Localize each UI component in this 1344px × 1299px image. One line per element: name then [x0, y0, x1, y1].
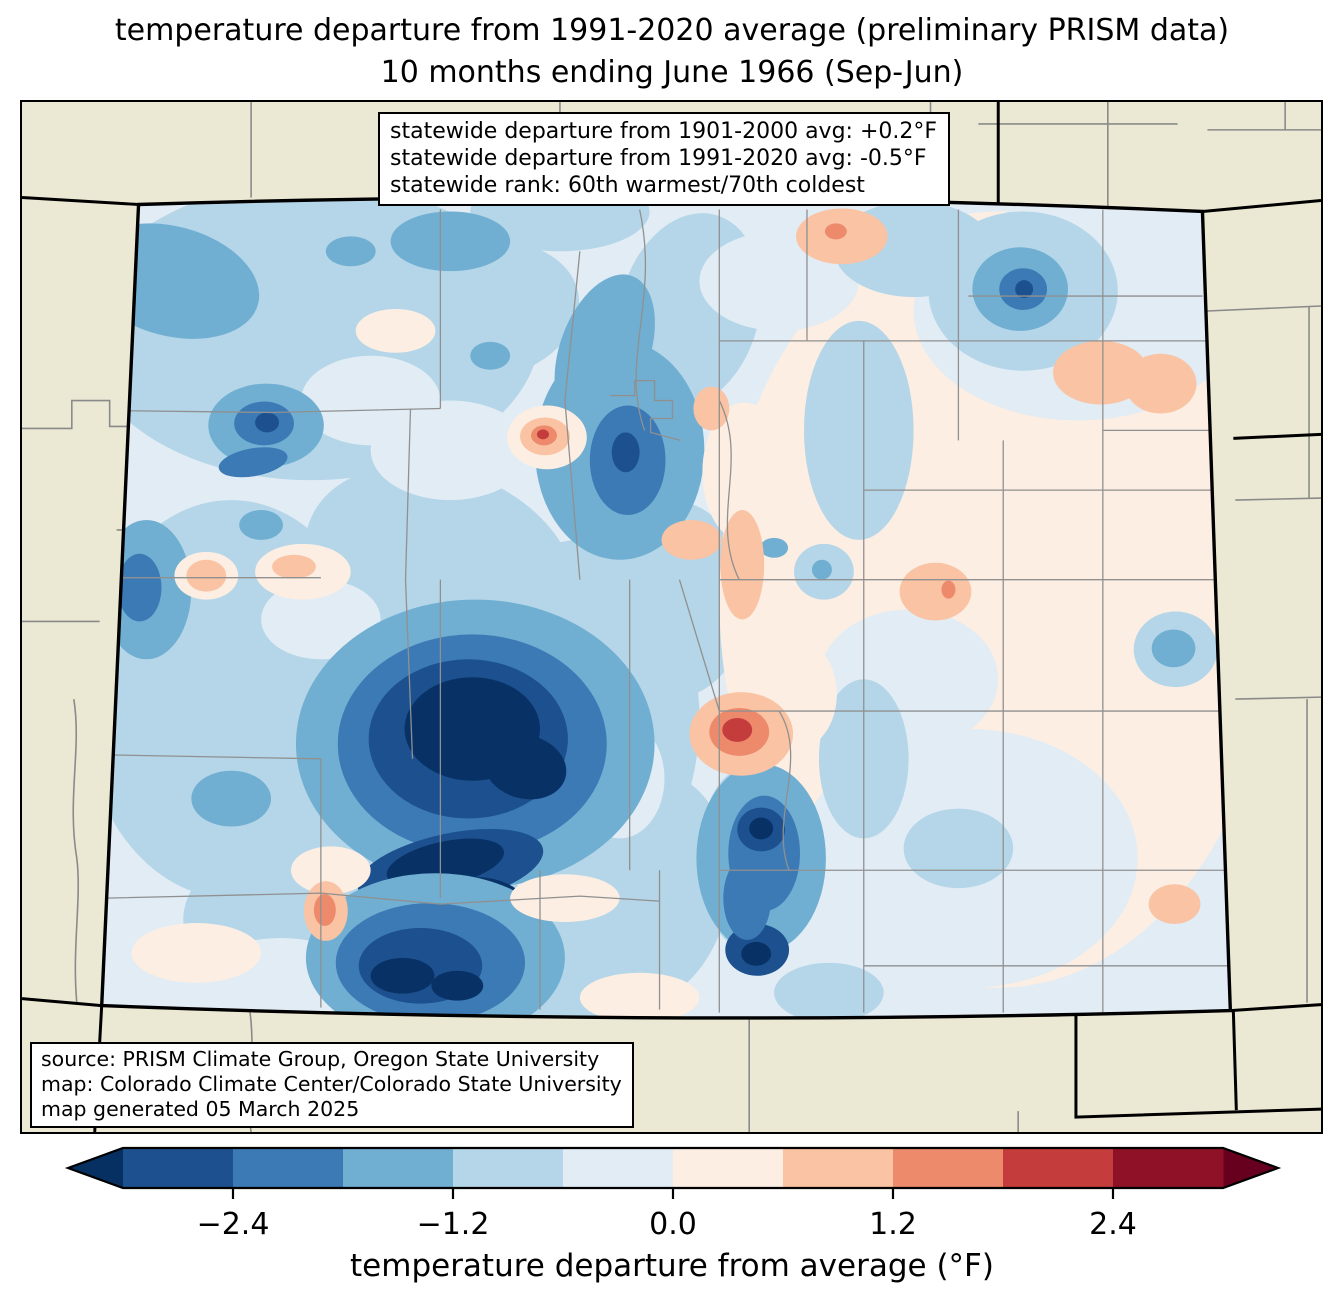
title-line-1: temperature departure from 1991-2020 ave… [114, 13, 1230, 48]
contour-blob [117, 553, 162, 622]
contour-blob [899, 562, 972, 621]
stats-line-1: statewide departure from 1901-2000 avg: … [390, 119, 938, 144]
contour-blob [510, 874, 620, 923]
colorbar-segment [673, 1148, 784, 1188]
neighbor-state-borders [22, 102, 1321, 1132]
colorbar-tick-label: 0.0 [649, 1207, 697, 1242]
colorbar-segment [123, 1148, 234, 1188]
colorbar-segment [343, 1148, 454, 1188]
contour-blob [483, 734, 567, 800]
contour-blob [355, 308, 436, 353]
contour-blob [693, 386, 730, 431]
map-frame [20, 100, 1323, 1134]
contour-blob [1151, 629, 1196, 668]
contour-blob [272, 554, 316, 579]
colorado-county-lines [103, 209, 1228, 1013]
contour-blob [1015, 280, 1034, 299]
contour-blob [537, 429, 549, 440]
colorbar-segment [893, 1148, 1004, 1188]
colorbar-segment [563, 1148, 674, 1188]
contour-blob [1124, 353, 1197, 414]
colorbar-tick-label: 2.4 [1089, 1207, 1137, 1242]
contour-blob [722, 718, 753, 742]
contour-blob [741, 941, 772, 966]
contour-field [101, 197, 1231, 1018]
contour-blob [470, 197, 650, 252]
contour-blob [186, 559, 227, 592]
contour-blob [941, 580, 956, 599]
stats-line-2: statewide departure from 1991-2020 avg: … [390, 146, 927, 171]
colorbar-segment [233, 1148, 344, 1188]
contour-blob [131, 923, 262, 983]
colorbar-under-arrow [68, 1148, 123, 1188]
contour-blob [313, 894, 336, 926]
contour-blob [290, 846, 371, 895]
colorbar-outline [64, 1146, 1282, 1190]
temperature-anomaly-blobs [101, 197, 1231, 1018]
colorbar-segment [1113, 1148, 1224, 1188]
contour-blob [325, 236, 376, 267]
contour-blob [824, 223, 847, 240]
title-line-2: 10 months ending June 1966 (Sep-Jun) [380, 55, 964, 90]
contour-blob [218, 447, 288, 478]
source-line-2: map: Colorado Climate Center/Colorado St… [41, 1072, 622, 1096]
contour-blob [579, 972, 700, 1018]
contour-blob [903, 808, 1014, 889]
colorbar-segment [783, 1148, 894, 1188]
contour-blob [749, 817, 774, 840]
contour-blob [390, 211, 511, 272]
source-box: source: PRISM Climate Group, Oregon Stat… [30, 1042, 634, 1128]
contour-blob [811, 559, 832, 580]
contour-blob [803, 320, 914, 540]
source-line-1: source: PRISM Climate Group, Oregon Stat… [41, 1047, 600, 1071]
page-title: temperature departure from 1991-2020 ave… [0, 10, 1344, 94]
colorbar: −2.4 −1.2 0.0 1.2 2.4 [64, 1146, 1282, 1242]
stats-line-3: statewide rank: 60th warmest/70th coldes… [390, 173, 865, 198]
contour-blob [470, 341, 511, 370]
colorbar-segment [1003, 1148, 1114, 1188]
contour-blob [723, 856, 772, 940]
contour-blob [191, 770, 272, 827]
colorbar-tick-label: −1.2 [417, 1207, 490, 1242]
source-line-3: map generated 05 March 2025 [41, 1097, 360, 1121]
contour-blob [370, 957, 435, 994]
colorado-map-svg [22, 102, 1321, 1132]
contour-blob [255, 412, 280, 433]
contour-blob [370, 400, 531, 501]
contour-blob [239, 510, 283, 540]
contour-blob [720, 510, 765, 620]
contour-blob [760, 537, 789, 558]
contour-blob [774, 962, 884, 1018]
contour-blob [702, 402, 787, 542]
contour-blob [431, 970, 484, 1001]
contour-blob [611, 432, 640, 473]
contour-blob [261, 579, 381, 660]
colorbar-tick-label: −2.4 [197, 1207, 270, 1242]
contour-blob [1148, 884, 1201, 925]
colorbar-axis-label: temperature departure from average (°F) [350, 1248, 994, 1284]
contour-blob [661, 519, 722, 560]
colorbar-over-arrow [1223, 1148, 1278, 1188]
stats-box: statewide departure from 1901-2000 avg: … [378, 112, 951, 206]
contour-blob [1053, 340, 1149, 405]
colorbar-tick-label: 1.2 [869, 1207, 917, 1242]
colorbar-segment [453, 1148, 564, 1188]
contour-blob [381, 240, 580, 382]
